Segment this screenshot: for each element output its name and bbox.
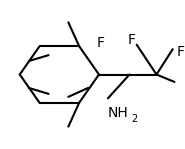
Text: F: F xyxy=(97,36,105,50)
Text: NH: NH xyxy=(108,106,129,120)
Text: F: F xyxy=(176,45,184,59)
Text: F: F xyxy=(127,33,135,47)
Text: 2: 2 xyxy=(131,114,138,124)
